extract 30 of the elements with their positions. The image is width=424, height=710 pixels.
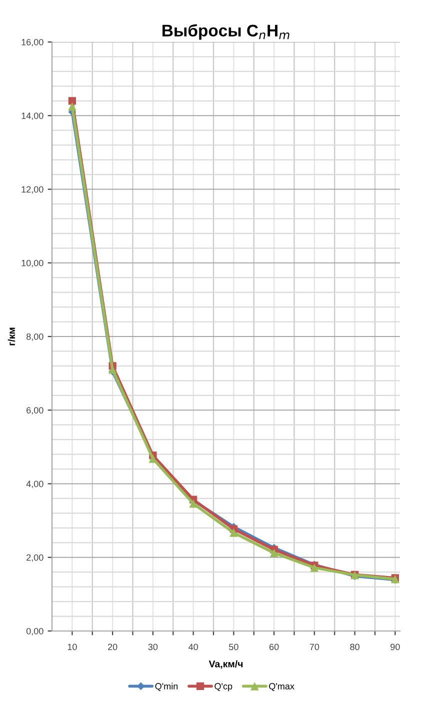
y-tick-label: 6,00	[26, 407, 44, 415]
x-axis-title: Va,км/ч	[208, 660, 243, 669]
y-tick-label: 2,00	[26, 554, 44, 562]
point	[230, 528, 238, 537]
y-tick-label: 14,00	[22, 112, 44, 120]
x-tick-label: 70	[310, 644, 320, 650]
point	[270, 548, 278, 558]
legend-label: Q'min	[155, 682, 178, 692]
x-tick-label: 30	[148, 644, 158, 650]
point	[310, 564, 319, 572]
y-tick-label: 8,00	[26, 333, 44, 341]
x-tick-label: 90	[390, 644, 400, 650]
point	[189, 499, 198, 508]
y-tick-label: 16,00	[22, 38, 44, 46]
x-tick-label: 20	[108, 644, 118, 650]
legend-label: Q'max	[269, 683, 294, 692]
chart-title: Выбросы C$_{n}$H$_{m}$	[162, 24, 290, 40]
y-axis-title: г/км	[8, 328, 16, 346]
y-tick-label: 0,00	[26, 628, 44, 636]
x-tick-label: 80	[350, 644, 360, 650]
x-tick-label: 50	[229, 644, 238, 650]
x-tick-label: 60	[269, 644, 279, 650]
legend-label: Q'cp	[214, 683, 232, 692]
point	[68, 102, 76, 111]
x-tick-label: 10	[68, 644, 77, 650]
y-tick-label: 12,00	[22, 186, 44, 194]
y-tick-label: 4,00	[26, 480, 44, 488]
point	[68, 97, 76, 105]
y-tick-label: 10,00	[22, 260, 44, 268]
x-tick-label: 40	[188, 644, 198, 650]
